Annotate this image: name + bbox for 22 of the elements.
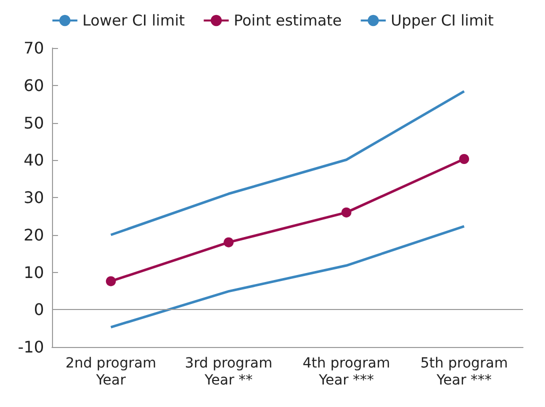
y-tick-label: 50	[24, 113, 44, 132]
x-tick-label: 3rd program Year **	[184, 356, 272, 388]
y-tick-label: 70	[24, 38, 44, 58]
y-tick-label: 40	[24, 150, 44, 170]
y-tick-label: 60	[24, 76, 44, 95]
x-tick-label: 5th program Year ***	[420, 356, 508, 388]
y-tick-label: 0	[34, 300, 44, 320]
legend-label: Lower CI limit	[82, 12, 185, 30]
x-tick-label: 2nd program Year	[65, 356, 156, 388]
x-tick-label: 4th program Year ***	[302, 356, 390, 388]
line-series	[110, 90, 466, 236]
y-tick-label: 20	[24, 225, 44, 244]
point	[106, 276, 116, 286]
point	[341, 207, 352, 218]
y-tick-label: -10	[18, 338, 44, 356]
point	[224, 237, 234, 248]
y-tick-label: 10	[24, 262, 44, 282]
point	[459, 154, 470, 164]
line-series	[110, 225, 466, 328]
y-tick-label: 30	[24, 188, 44, 207]
legend-label: Point estimate	[234, 12, 342, 30]
legend-label: Upper CI limit	[390, 12, 494, 30]
